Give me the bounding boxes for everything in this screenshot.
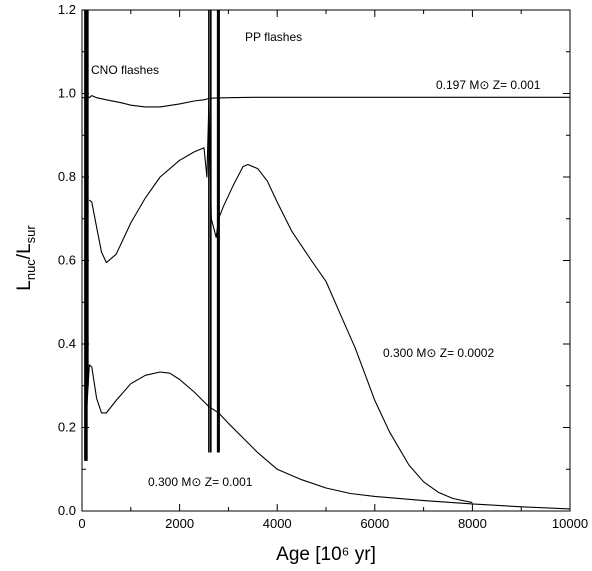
series-line-0 [82,95,570,108]
y-tick-label: 1.0 [58,86,76,101]
series-label-0300-z0001: 0.300 M⊙ Z= 0.001 [148,475,253,489]
annotation-cno-flashes: CNO flashes [91,63,159,77]
y-tick-label: 0.2 [58,420,76,435]
y-tick-label: 0.6 [58,253,76,268]
y-axis-title: Lnuc/Lsur [14,225,38,291]
series-line-1 [88,101,473,504]
x-tick-label: 8000 [458,516,487,531]
series-label-0300-z00002: 0.300 M⊙ Z= 0.0002 [383,346,494,360]
y-tick-label: 0.0 [58,503,76,518]
x-tick-label: 6000 [360,516,389,531]
y-tick-label: 1.2 [58,2,76,17]
x-tick-label: 10000 [552,516,588,531]
x-tick-label: 2000 [165,516,194,531]
x-tick-label: 4000 [263,516,292,531]
y-tick-label: 0.4 [58,336,76,351]
svg-text:Lnuc/Lsur: Lnuc/Lsur [14,225,38,291]
series-lines [82,95,571,510]
series-label-0197: 0.197 M⊙ Z= 0.001 [436,78,541,92]
annotation-pp-flashes: PP flashes [245,30,302,44]
x-axis-title: Age [10⁶ yr] [276,544,376,565]
axis-ticks [81,9,571,512]
x-tick-label: 0 [78,516,85,531]
y-tick-label: 0.8 [58,169,76,184]
tick-labels: 0 2000 4000 6000 8000 10000 0.0 0.2 0.4 0.6 0.8 1.0… [58,2,588,531]
flash-spikes [84,10,220,461]
